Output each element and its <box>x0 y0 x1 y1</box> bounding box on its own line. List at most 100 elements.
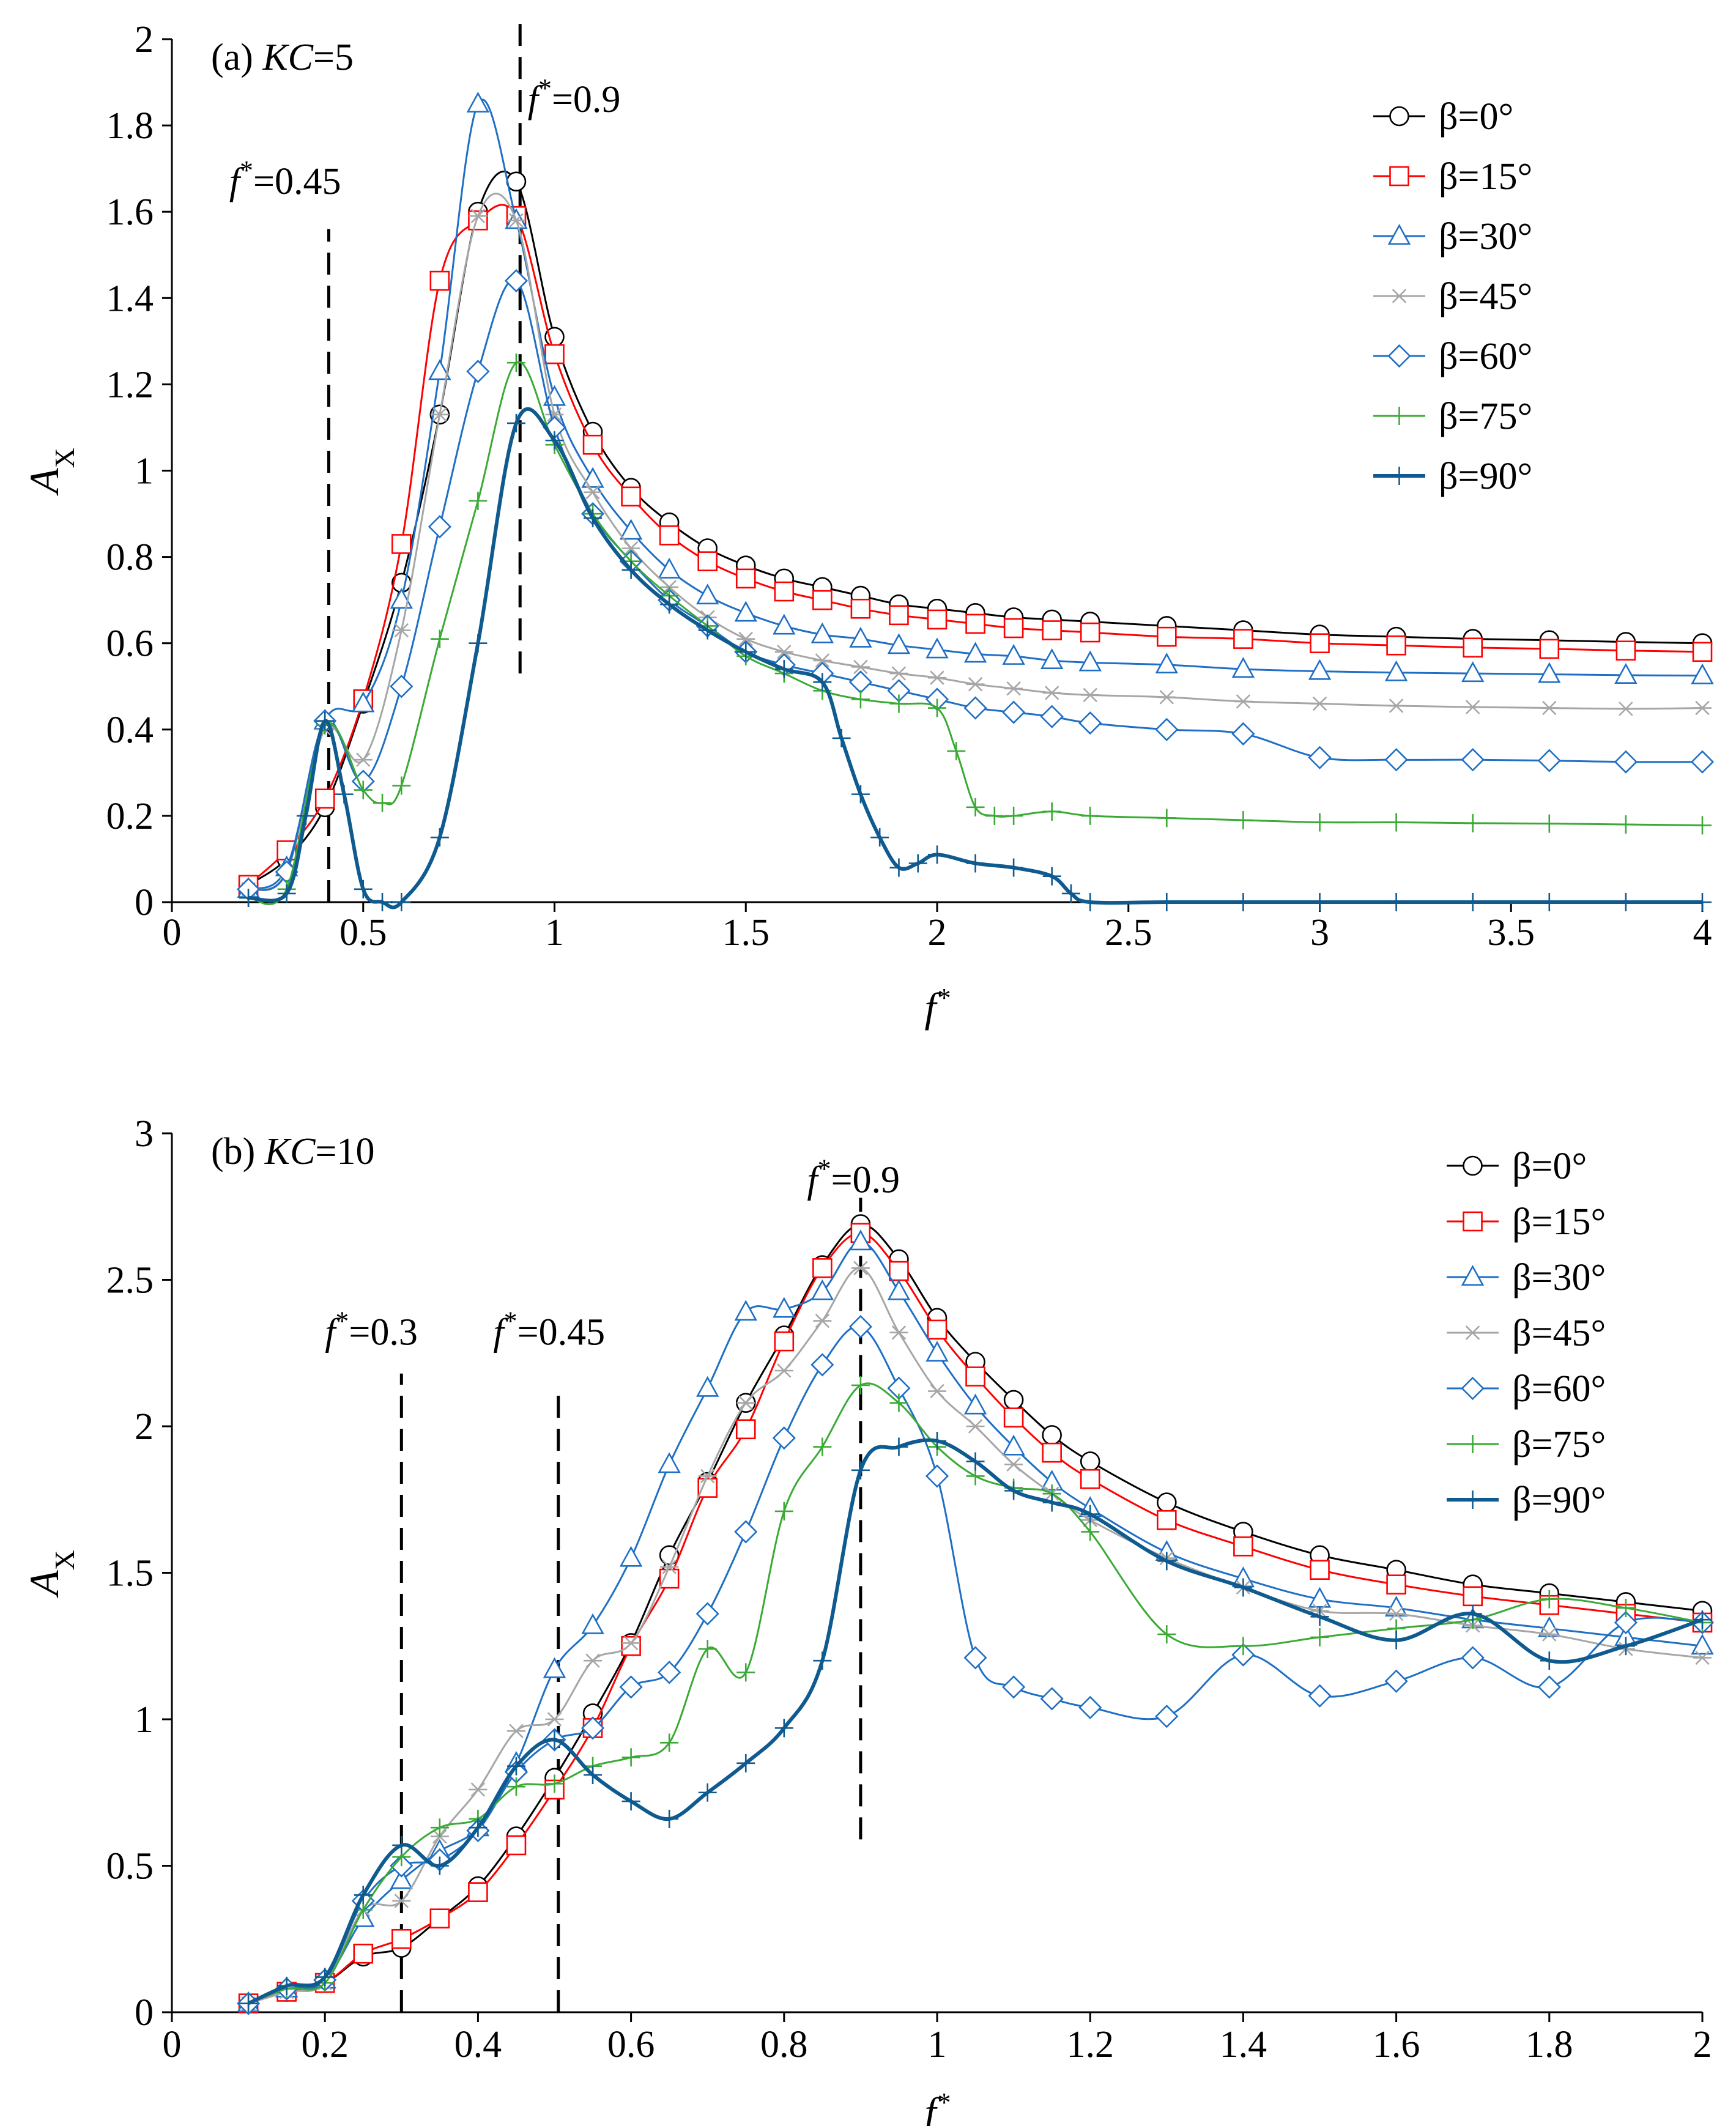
data-point <box>851 690 870 709</box>
data-point <box>848 1315 872 1339</box>
data-point <box>1540 1651 1559 1670</box>
data-point <box>1081 1522 1100 1541</box>
x-tick-label: 3 <box>1310 912 1329 954</box>
data-point <box>1233 1536 1253 1557</box>
data-point <box>1538 662 1561 683</box>
legend-entry: β=90° <box>1447 1480 1606 1521</box>
data-point <box>316 711 335 730</box>
data-point <box>889 1325 908 1340</box>
legend-label: β=0° <box>1512 1146 1587 1187</box>
y-tick-label: 0 <box>135 882 154 924</box>
data-point <box>889 605 909 626</box>
data-point <box>428 515 451 539</box>
data-point <box>985 806 1004 825</box>
data-point <box>469 1782 488 1797</box>
data-point <box>1540 893 1559 911</box>
series-line <box>247 1438 1703 2006</box>
x-tick-label: 1 <box>928 2024 947 2065</box>
data-point <box>660 595 679 614</box>
data-point <box>1387 1606 1406 1621</box>
data-point <box>813 673 832 692</box>
x-tick-label: 1.8 <box>1526 2024 1573 2065</box>
data-point <box>736 631 755 646</box>
x-axis-title: f* <box>925 2087 950 2126</box>
y-tick-label: 3 <box>135 1113 154 1155</box>
data-point <box>734 1300 757 1321</box>
data-point <box>1308 659 1332 680</box>
x-tick-label: 0.5 <box>339 912 387 954</box>
data-point <box>774 1719 793 1738</box>
data-point <box>698 1783 717 1802</box>
data-point <box>927 609 948 630</box>
data-point <box>506 354 525 372</box>
reference-label: f*=0.45 <box>229 155 341 202</box>
data-point <box>736 642 755 661</box>
data-point <box>1042 1425 1062 1445</box>
data-point <box>1693 1650 1712 1665</box>
data-point <box>1461 661 1485 683</box>
reference-label: f*=0.9 <box>528 73 621 120</box>
x-tick-label: 0.2 <box>301 2024 349 2065</box>
data-point <box>1463 813 1482 832</box>
data-point <box>966 677 985 692</box>
data-point <box>1616 702 1635 716</box>
data-point <box>774 645 793 659</box>
data-point <box>1042 1442 1062 1463</box>
data-point <box>1040 648 1064 669</box>
y-tick-label: 0 <box>135 1992 154 2034</box>
data-point <box>928 1383 946 1399</box>
y-tick-label: 0.8 <box>106 537 154 579</box>
data-point <box>430 828 449 847</box>
data-point <box>239 1994 258 2013</box>
data-point <box>354 752 373 767</box>
data-point <box>314 788 335 809</box>
data-point <box>658 1452 681 1473</box>
data-point <box>1004 858 1023 877</box>
data-point <box>1078 711 1102 735</box>
data-point <box>506 1724 525 1738</box>
data-point <box>506 1777 525 1796</box>
data-point <box>277 1976 296 1995</box>
data-point <box>965 613 985 634</box>
data-point <box>1463 1604 1482 1623</box>
legend-label: β=30° <box>1439 216 1532 257</box>
legend-entry: β=75° <box>1373 396 1532 437</box>
data-point <box>1693 1610 1712 1629</box>
legend-label: β=0° <box>1439 96 1513 138</box>
data-point <box>1080 622 1100 643</box>
data-point <box>619 1546 643 1567</box>
data-point <box>469 209 488 223</box>
y-tick-label: 1 <box>135 451 154 492</box>
data-point <box>1387 893 1406 911</box>
data-point <box>848 670 872 694</box>
data-point <box>813 1651 832 1670</box>
data-point <box>1693 700 1712 716</box>
reference-label: f*=0.9 <box>807 1154 900 1201</box>
data-point <box>581 1613 604 1634</box>
series-group <box>238 204 1713 895</box>
data-point <box>660 1733 679 1752</box>
data-point <box>1539 639 1560 659</box>
data-point <box>1002 1434 1025 1456</box>
reference-label: f*=0.45 <box>493 1306 605 1354</box>
series-line <box>248 170 1703 886</box>
data-point <box>1461 748 1485 772</box>
data-point <box>1463 1586 1483 1607</box>
data-point <box>1384 660 1408 681</box>
data-point <box>736 1754 755 1772</box>
x-tick-label: 1.4 <box>1220 2024 1267 2065</box>
data-point <box>1387 813 1406 832</box>
data-point <box>1540 1627 1559 1642</box>
data-point <box>1234 810 1253 829</box>
x-tick-label: 0.4 <box>454 2024 502 2065</box>
legend-marker <box>1390 289 1409 303</box>
data-point <box>466 91 490 113</box>
legend-label: β=60° <box>1439 336 1532 377</box>
series-line <box>248 1240 1703 2004</box>
data-point <box>504 269 529 293</box>
data-point <box>887 1279 911 1300</box>
data-point <box>391 1928 412 1949</box>
data-point <box>1157 809 1176 828</box>
x-tick-label: 3.5 <box>1488 912 1535 954</box>
data-point <box>1231 657 1255 678</box>
